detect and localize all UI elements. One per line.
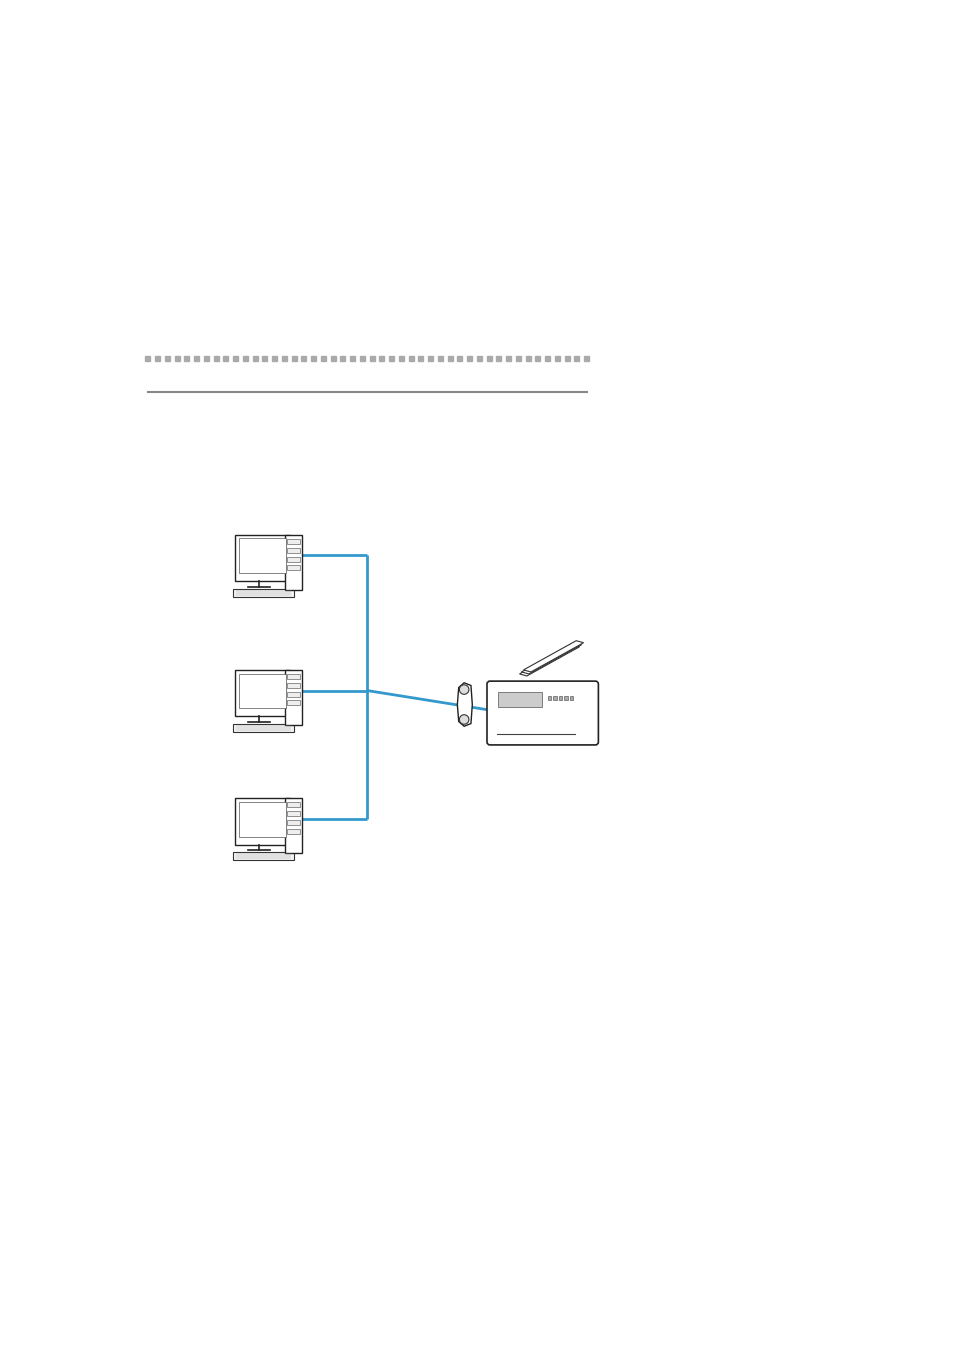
Bar xyxy=(238,674,286,708)
FancyBboxPatch shape xyxy=(234,798,290,844)
Bar xyxy=(569,696,573,700)
Bar xyxy=(555,355,559,361)
Bar xyxy=(193,355,199,361)
Bar xyxy=(284,798,302,852)
Bar xyxy=(287,547,300,553)
Polygon shape xyxy=(456,682,472,727)
Bar xyxy=(287,828,300,834)
Bar xyxy=(292,355,296,361)
Bar xyxy=(287,674,300,680)
Bar xyxy=(287,811,300,816)
Bar xyxy=(563,696,567,700)
Polygon shape xyxy=(521,643,581,674)
Bar xyxy=(174,355,179,361)
Bar xyxy=(525,355,530,361)
Ellipse shape xyxy=(459,715,469,724)
Bar xyxy=(506,355,511,361)
Bar xyxy=(456,355,462,361)
Bar xyxy=(447,355,453,361)
Bar xyxy=(311,355,315,361)
Bar xyxy=(284,670,302,724)
Bar xyxy=(287,700,300,705)
Bar xyxy=(398,355,403,361)
FancyBboxPatch shape xyxy=(233,724,294,732)
Bar xyxy=(408,355,414,361)
Bar xyxy=(428,355,433,361)
Bar xyxy=(516,355,520,361)
Bar xyxy=(547,696,551,700)
Ellipse shape xyxy=(459,685,469,694)
Polygon shape xyxy=(523,640,583,671)
Bar xyxy=(262,355,267,361)
Bar xyxy=(350,355,355,361)
Bar xyxy=(340,355,345,361)
FancyBboxPatch shape xyxy=(486,681,598,744)
Bar xyxy=(418,355,423,361)
Bar xyxy=(564,355,569,361)
Bar xyxy=(467,355,472,361)
Bar xyxy=(145,355,151,361)
Bar xyxy=(243,355,248,361)
Bar xyxy=(287,565,300,570)
Bar xyxy=(213,355,218,361)
Bar xyxy=(369,355,375,361)
FancyBboxPatch shape xyxy=(234,670,290,716)
Bar xyxy=(238,539,286,573)
Bar xyxy=(281,355,287,361)
Bar xyxy=(553,696,556,700)
Bar xyxy=(287,539,300,544)
Bar xyxy=(497,692,542,707)
Bar xyxy=(287,557,300,562)
Bar xyxy=(287,682,300,688)
Bar xyxy=(320,355,326,361)
Bar xyxy=(223,355,228,361)
Bar xyxy=(155,355,160,361)
Bar xyxy=(359,355,365,361)
Bar xyxy=(574,355,578,361)
Bar xyxy=(284,535,302,589)
Bar xyxy=(486,355,491,361)
Bar xyxy=(184,355,190,361)
FancyBboxPatch shape xyxy=(233,589,294,597)
Bar xyxy=(544,355,550,361)
FancyBboxPatch shape xyxy=(233,852,294,861)
Bar xyxy=(301,355,306,361)
Bar xyxy=(287,802,300,808)
Bar xyxy=(379,355,384,361)
Bar xyxy=(437,355,442,361)
Bar xyxy=(496,355,501,361)
Bar xyxy=(233,355,238,361)
Bar xyxy=(331,355,335,361)
Bar xyxy=(389,355,394,361)
Bar xyxy=(253,355,257,361)
Bar xyxy=(165,355,170,361)
Bar xyxy=(204,355,209,361)
Bar xyxy=(287,820,300,825)
Bar xyxy=(583,355,589,361)
Bar xyxy=(287,692,300,697)
FancyBboxPatch shape xyxy=(234,535,290,581)
Bar xyxy=(535,355,540,361)
Polygon shape xyxy=(519,644,579,676)
Bar xyxy=(476,355,481,361)
Bar xyxy=(272,355,277,361)
Bar xyxy=(238,802,286,836)
Bar xyxy=(558,696,561,700)
